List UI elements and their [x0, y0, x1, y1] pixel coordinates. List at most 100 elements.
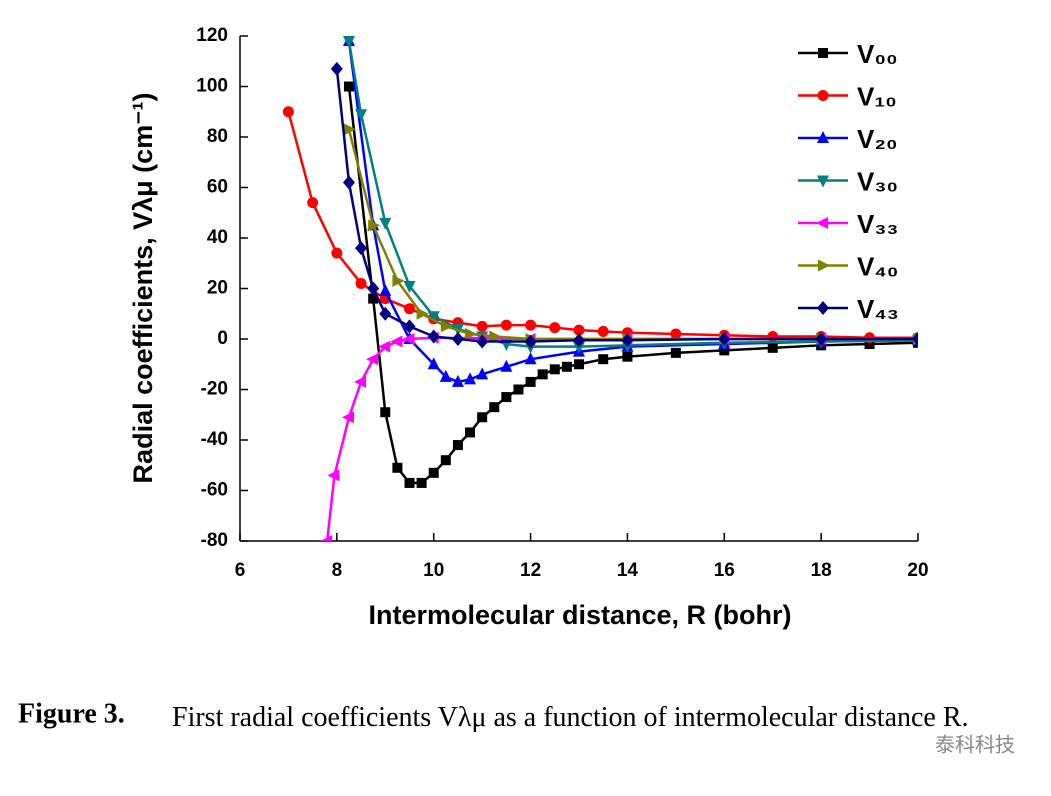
marker — [392, 462, 403, 473]
marker — [416, 477, 427, 488]
marker — [355, 109, 368, 122]
y-tick-label: 40 — [207, 227, 228, 248]
marker — [549, 322, 561, 334]
marker — [380, 407, 391, 418]
y-tick-label: 60 — [207, 177, 228, 198]
marker — [574, 359, 584, 370]
marker — [464, 372, 477, 385]
caption-box: First radial coefficients Vλμ as a funct… — [172, 702, 969, 733]
marker — [597, 325, 609, 337]
marker — [465, 327, 478, 340]
y-tick-label: 0 — [217, 328, 228, 349]
x-tick-label: 14 — [617, 560, 639, 581]
legend-label: V₃₀ — [857, 166, 898, 196]
x-tick-label: 8 — [332, 560, 343, 581]
marker — [367, 281, 380, 296]
marker — [489, 330, 502, 343]
marker — [330, 61, 343, 76]
marker — [573, 333, 585, 348]
y-tick-label: 80 — [207, 126, 228, 147]
marker — [343, 81, 354, 92]
marker — [428, 467, 439, 478]
caption-text: First radial coefficients Vλμ as a funct… — [172, 702, 969, 733]
y-tick-label: 120 — [196, 25, 228, 46]
marker — [549, 364, 560, 375]
marker — [331, 247, 343, 259]
marker — [451, 332, 464, 346]
marker — [818, 259, 830, 272]
marker — [451, 374, 464, 387]
marker — [524, 334, 537, 349]
legend-label: V₀₀ — [857, 39, 898, 69]
marker — [343, 123, 356, 136]
y-tick-label: 100 — [196, 76, 228, 97]
marker — [818, 48, 828, 58]
marker — [440, 320, 453, 333]
marker — [524, 352, 537, 365]
marker — [354, 375, 367, 388]
x-tick-label: 16 — [714, 560, 735, 581]
y-tick-label: -40 — [201, 429, 228, 450]
series-line — [347, 40, 918, 384]
y-tick-label: -60 — [201, 480, 228, 501]
legend-label: V₁₀ — [857, 81, 897, 111]
marker — [366, 353, 379, 366]
marker — [404, 303, 415, 315]
marker — [403, 319, 416, 334]
x-tick-label: 12 — [520, 560, 541, 581]
x-tick-label: 6 — [235, 560, 246, 581]
x-tick-label: 20 — [907, 560, 928, 581]
marker — [439, 369, 452, 382]
marker — [500, 319, 512, 331]
marker — [379, 306, 392, 321]
marker — [320, 535, 333, 541]
marker — [402, 333, 415, 345]
y-axis-label: Radial coefficients, Vλμ (cm⁻¹) — [128, 93, 158, 484]
marker — [670, 347, 681, 358]
x-tick-label: 18 — [811, 560, 832, 581]
series-line — [325, 336, 918, 541]
marker — [476, 320, 488, 332]
y-tick-label: -80 — [201, 530, 228, 551]
marker — [767, 330, 779, 342]
y-tick-label: 20 — [207, 278, 228, 299]
plot-area — [282, 36, 918, 541]
marker — [477, 412, 488, 423]
series-line — [335, 68, 918, 343]
marker — [573, 341, 585, 354]
marker — [537, 369, 548, 380]
marker — [561, 361, 572, 372]
marker — [307, 197, 319, 209]
marker — [440, 455, 451, 466]
legend-label: V₂₀ — [857, 124, 898, 154]
marker — [489, 402, 500, 413]
series-line — [347, 40, 918, 348]
marker — [416, 307, 429, 320]
watermark: 泰科科技 — [935, 733, 1015, 756]
marker — [342, 175, 355, 190]
marker — [816, 217, 828, 229]
marker — [368, 219, 381, 232]
y-tick-label: -20 — [201, 379, 228, 400]
marker — [912, 332, 918, 346]
x-tick-label: 10 — [423, 560, 444, 581]
marker — [427, 357, 440, 370]
marker — [465, 427, 476, 438]
marker — [670, 328, 682, 340]
marker — [622, 351, 633, 362]
marker — [864, 339, 875, 350]
marker — [817, 301, 829, 315]
caption-label: Figure 3. — [18, 698, 125, 729]
marker — [815, 332, 828, 346]
legend-label: V₄₃ — [857, 294, 899, 324]
marker — [379, 284, 392, 297]
marker — [513, 384, 524, 395]
legend-label: V₃₃ — [857, 209, 898, 239]
marker — [355, 241, 368, 256]
marker — [501, 392, 512, 403]
marker — [621, 333, 634, 348]
marker — [390, 335, 403, 348]
marker — [327, 469, 340, 482]
marker — [525, 319, 537, 331]
